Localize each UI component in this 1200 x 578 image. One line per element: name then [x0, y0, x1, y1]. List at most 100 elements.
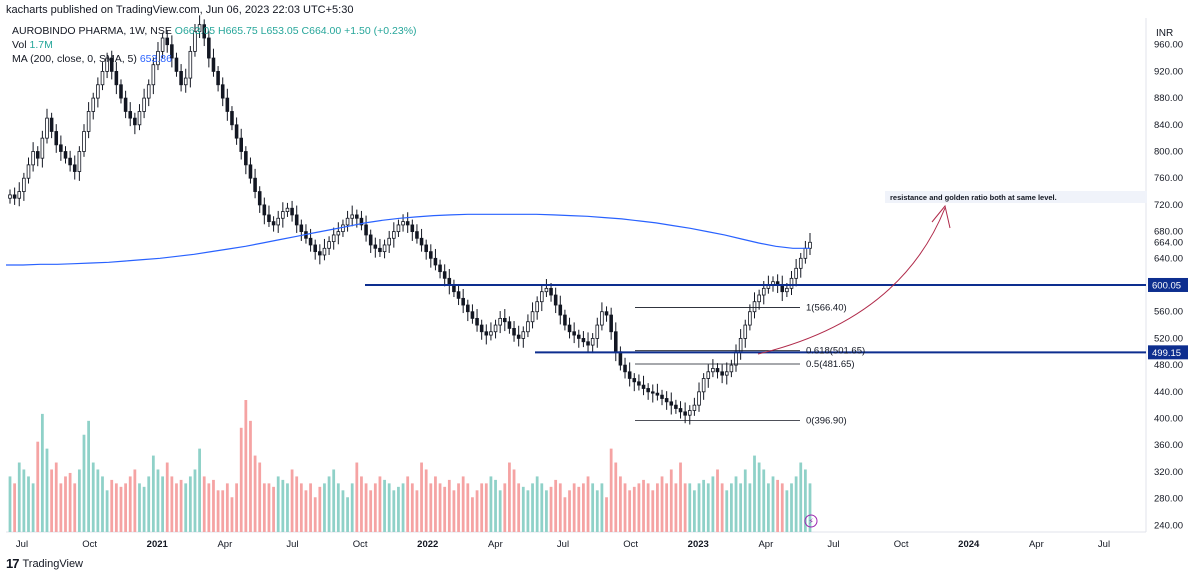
- volume-bar: [212, 479, 215, 532]
- y-tick-label: 680.00: [1154, 227, 1183, 238]
- volume-bar: [13, 483, 17, 532]
- candle-body: [715, 368, 720, 373]
- candle-body: [318, 251, 322, 256]
- y-tick-label: 800.00: [1154, 147, 1183, 158]
- volume-bar: [447, 479, 451, 532]
- candle-body: [738, 338, 743, 353]
- volume-bar: [313, 497, 317, 532]
- volume-bar: [142, 486, 146, 532]
- candle-body: [100, 71, 105, 86]
- candle-body: [646, 388, 650, 393]
- volume-bar: [702, 479, 706, 532]
- volume-bar: [225, 483, 229, 532]
- candle-body: [119, 84, 123, 99]
- volume-bar: [128, 476, 132, 532]
- y-tick-label: 320.00: [1154, 467, 1183, 478]
- volume-bar: [794, 476, 798, 532]
- volume-bar: [466, 483, 470, 532]
- volume-bar: [438, 483, 442, 532]
- volume-bar: [276, 476, 280, 532]
- volume-bar: [688, 483, 692, 532]
- volume-bar: [572, 483, 576, 532]
- x-tick-label: Jul: [557, 539, 569, 550]
- x-tick-label: Jul: [1098, 539, 1110, 550]
- volume-bar: [327, 476, 331, 532]
- candle-body: [405, 221, 410, 226]
- volume-bar: [429, 483, 433, 532]
- candle-body: [128, 111, 133, 119]
- volume-bar: [27, 476, 30, 532]
- volume-bar: [614, 462, 618, 532]
- ma-200-line: [6, 213, 810, 266]
- volume-bar: [17, 462, 21, 532]
- last-price-label: 664.00: [1154, 237, 1183, 248]
- volume-bar: [757, 462, 761, 532]
- candle-body: [133, 117, 137, 126]
- candle-body: [267, 214, 271, 222]
- legend-ma-value: 653.86: [139, 53, 172, 65]
- candle-body: [669, 401, 674, 406]
- volume-bar: [595, 490, 599, 532]
- candle-body: [382, 244, 387, 253]
- candle-body: [618, 351, 623, 366]
- x-tick-label: Apr: [488, 539, 503, 550]
- volume-bar: [323, 483, 326, 532]
- candle-body: [86, 111, 91, 132]
- volume-bar: [387, 483, 391, 532]
- candle-body: [170, 44, 174, 59]
- volume-bar: [517, 483, 521, 532]
- lightning-icon: [804, 514, 818, 528]
- candle-body: [544, 287, 549, 293]
- candle-body: [308, 237, 313, 246]
- volume-bar: [286, 483, 289, 532]
- candle-body: [146, 84, 151, 99]
- volume-bar: [290, 469, 294, 532]
- volume-bar: [249, 420, 252, 532]
- volume-bar: [110, 479, 114, 532]
- candle-body: [794, 267, 798, 279]
- volume-bar: [364, 483, 368, 532]
- candle-body: [262, 204, 267, 216]
- volume-bar: [646, 483, 650, 532]
- candle-body: [225, 97, 230, 112]
- legend-ma-row: MA (200, close, 0, SMA, 5) 653.86: [12, 52, 417, 66]
- candle-body: [137, 111, 142, 126]
- volume-bar: [267, 483, 271, 532]
- candle-body: [442, 271, 447, 279]
- volume-bar: [457, 483, 460, 532]
- volume-bar: [105, 490, 109, 532]
- candle-body: [359, 217, 364, 226]
- candle-body: [466, 304, 470, 313]
- candle-body: [498, 317, 502, 326]
- candle-body: [530, 311, 535, 323]
- tradingview-logo-icon: 17: [6, 556, 20, 571]
- candle-body: [142, 97, 146, 112]
- volume-bar: [360, 476, 363, 532]
- fib-level-label: 0(396.90): [806, 416, 847, 427]
- volume-bar: [82, 434, 86, 532]
- volume-bar: [484, 483, 488, 532]
- candle-body: [22, 177, 26, 192]
- candle-body: [368, 234, 373, 246]
- x-tick-label: Apr: [217, 539, 232, 550]
- volume-bar: [730, 483, 733, 532]
- volume-bar: [415, 490, 419, 532]
- y-tick-label: 720.00: [1154, 200, 1183, 211]
- candle-body: [336, 231, 341, 236]
- candle-body: [692, 404, 697, 411]
- volume-bar: [558, 483, 562, 532]
- candle-body: [484, 331, 489, 336]
- chart-legend: AUROBINDO PHARMA, 1W, NSE O663.05 H665.7…: [12, 24, 417, 66]
- candle-body: [748, 311, 752, 326]
- candle-body: [401, 221, 405, 226]
- candle-body: [576, 334, 581, 339]
- volume-bar: [87, 420, 90, 532]
- candle-body: [752, 301, 757, 313]
- candle-body: [507, 321, 512, 329]
- volume-bar: [193, 469, 197, 532]
- candle-body: [609, 314, 613, 333]
- annotation-background: [885, 191, 1147, 203]
- legend-symbol-row: AUROBINDO PHARMA, 1W, NSE O663.05 H665.7…: [12, 24, 417, 38]
- candle-body: [156, 50, 160, 66]
